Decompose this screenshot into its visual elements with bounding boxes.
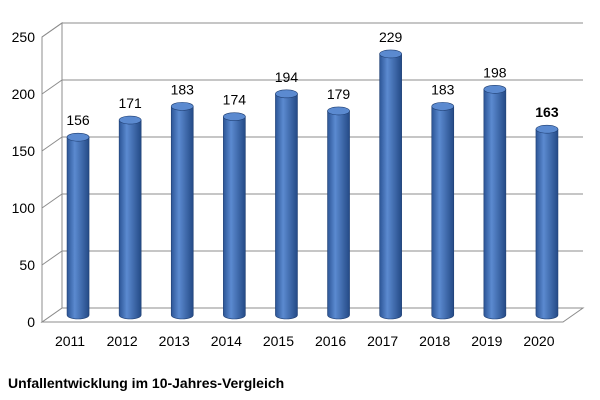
x-tick-label: 2014 [211,333,242,349]
bar-top [223,112,246,121]
bar [431,106,455,320]
bar-top [275,89,298,99]
bar [118,119,142,320]
x-tick-label: 2015 [263,333,294,349]
y-tick-label: 200 [12,86,36,102]
x-tick-label: 2016 [315,333,346,349]
x-tick-label: 2019 [471,333,502,349]
bar-top [379,49,402,59]
data-label: 179 [327,86,351,102]
chart-caption: Unfallentwicklung im 10-Jahres-Vergleich [8,375,285,391]
y-tick-label: 100 [12,200,36,216]
x-tick-label: 2018 [419,333,450,349]
data-label: 194 [275,69,299,85]
gridline [41,79,583,95]
bar [66,136,90,320]
data-label: 171 [118,95,142,111]
bar-top [483,84,507,94]
bar [535,128,559,320]
bar-top [431,102,455,111]
bar [327,110,350,320]
y-tick-label: 250 [12,29,36,45]
x-tick-label: 2012 [107,333,138,349]
data-label: 183 [431,81,455,97]
bar [223,116,246,320]
data-label: 198 [483,64,507,80]
x-tick-label: 2020 [523,333,554,349]
side-wall [41,22,63,323]
bar-top [66,132,90,142]
bar [379,53,402,320]
y-tick-label: 0 [27,314,35,330]
bar-top [535,124,559,134]
bar-top [118,115,142,125]
bar [275,93,298,320]
gridline [41,250,583,266]
data-label: 163 [535,104,559,120]
x-tick-label: 2017 [367,333,398,349]
gridline [41,136,583,152]
x-tick-label: 2013 [159,333,190,349]
bars: 156 2011 171 2012 183 2013 174 2014 194 2015 179 20… [55,29,559,349]
bar-top [170,102,194,111]
bar-chart: 0 50 100 150 200 250 156 2011 171 2012 183 2013 174 2… [12,22,585,349]
gridline [41,22,583,38]
x-tick-label: 2011 [55,333,85,349]
data-label: 183 [171,81,195,97]
data-label: 156 [66,112,90,128]
gridline [41,193,583,209]
data-label: 174 [223,92,247,108]
bar [483,88,507,320]
data-label: 229 [379,29,403,45]
bar [170,106,194,320]
y-tick-label: 150 [12,143,36,159]
bar-top [327,106,350,116]
y-tick-label: 50 [19,257,35,273]
